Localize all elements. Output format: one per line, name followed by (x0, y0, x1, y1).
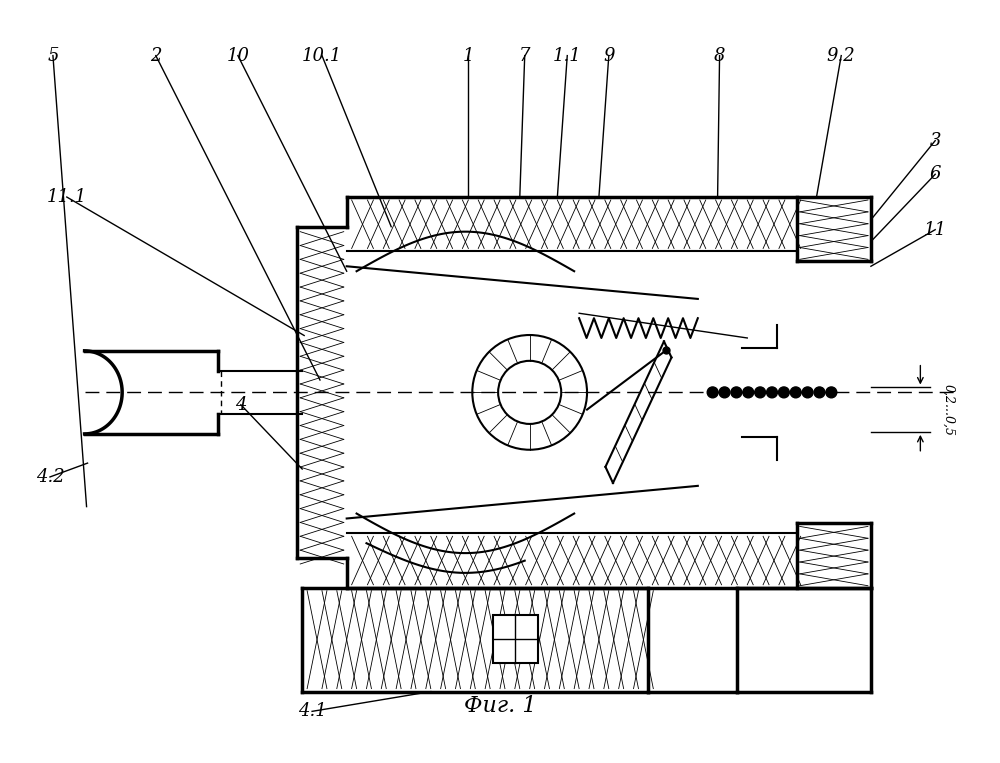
Text: 4: 4 (235, 396, 247, 414)
Text: 10.1: 10.1 (302, 47, 342, 65)
Circle shape (743, 387, 754, 398)
Circle shape (790, 387, 801, 398)
Circle shape (707, 387, 718, 398)
Circle shape (778, 387, 789, 398)
Circle shape (814, 387, 825, 398)
Text: 5: 5 (47, 47, 59, 65)
Text: 9: 9 (603, 47, 615, 65)
Text: 8: 8 (714, 47, 725, 65)
Circle shape (731, 387, 742, 398)
Circle shape (826, 387, 837, 398)
Circle shape (802, 387, 813, 398)
Text: 1.1: 1.1 (553, 47, 582, 65)
Circle shape (755, 387, 766, 398)
Text: Фиг. 1: Фиг. 1 (464, 695, 536, 717)
Text: 10: 10 (226, 47, 249, 65)
Text: 0,2...0,5: 0,2...0,5 (942, 384, 955, 436)
Text: 4.2: 4.2 (36, 468, 64, 486)
Text: 11: 11 (924, 221, 947, 239)
Bar (493, 616, 538, 663)
Text: 6: 6 (929, 166, 941, 183)
Text: 9.2: 9.2 (827, 47, 856, 65)
Text: 2: 2 (150, 47, 162, 65)
Text: 4.1: 4.1 (298, 703, 326, 720)
Circle shape (719, 387, 730, 398)
Text: 7: 7 (519, 47, 530, 65)
Text: 1: 1 (463, 47, 474, 65)
Text: 11.1: 11.1 (47, 188, 87, 206)
Text: 3: 3 (929, 132, 941, 150)
Circle shape (767, 387, 777, 398)
